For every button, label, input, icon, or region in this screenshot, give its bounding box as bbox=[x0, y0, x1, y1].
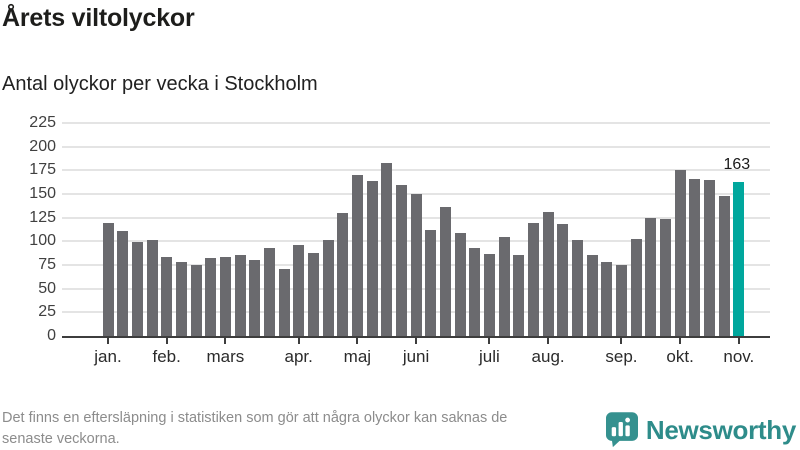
month-tick-mars bbox=[224, 338, 227, 344]
bar-week-16 bbox=[322, 240, 334, 336]
month-label-okt: okt. bbox=[666, 347, 694, 366]
month-tick-aug bbox=[547, 338, 550, 344]
bar-week-18 bbox=[351, 175, 363, 336]
month-label-sep: sep. bbox=[605, 347, 638, 366]
month-label-jan: jan. bbox=[94, 347, 122, 366]
bar-week-5 bbox=[161, 257, 173, 336]
bar-week-37 bbox=[630, 239, 642, 336]
bar-week-14 bbox=[293, 245, 305, 336]
bar-week-9 bbox=[219, 257, 231, 336]
bar-week-12 bbox=[263, 247, 275, 336]
month-label-apr: apr. bbox=[284, 347, 313, 366]
y-axis-tick-label: 25 bbox=[38, 303, 56, 321]
bar-week-8 bbox=[205, 258, 217, 336]
bar-week-13 bbox=[278, 268, 290, 336]
bar-week-33 bbox=[571, 240, 583, 336]
month-label-mars: mars bbox=[206, 347, 245, 366]
bar-week-27 bbox=[483, 253, 495, 336]
month-label-juni: juni bbox=[402, 347, 430, 366]
month-tick-sep bbox=[620, 338, 623, 344]
newsworthy-badge-icon bbox=[605, 412, 638, 448]
month-label-aug: aug. bbox=[531, 347, 565, 366]
bar-week-11 bbox=[249, 260, 261, 336]
month-tick-jan bbox=[107, 338, 109, 344]
newsworthy-logo: Newsworthy bbox=[605, 412, 796, 448]
month-label-maj: maj bbox=[343, 347, 372, 366]
page-title: Årets viltolyckor bbox=[2, 4, 195, 32]
bar-week-30 bbox=[527, 223, 539, 336]
month-label-nov: nov. bbox=[723, 347, 755, 366]
y-axis-tick-label: 0 bbox=[47, 327, 56, 344]
bar-week-21 bbox=[395, 184, 407, 336]
y-axis-tick-label: 175 bbox=[29, 161, 56, 179]
bar-week-10 bbox=[234, 254, 246, 336]
y-axis-tick-label: 225 bbox=[29, 114, 56, 131]
page-subtitle: Antal olyckor per vecka i Stockholm bbox=[2, 73, 318, 95]
month-tick-juli bbox=[488, 338, 491, 344]
y-axis-tick-label: 50 bbox=[38, 279, 56, 297]
month-tick-nov bbox=[737, 338, 740, 344]
gridline bbox=[62, 145, 770, 148]
month-tick-juni bbox=[415, 338, 418, 344]
bar-week-35 bbox=[601, 262, 613, 336]
bar-week-4 bbox=[146, 240, 158, 336]
y-axis-tick-label: 125 bbox=[29, 208, 56, 226]
bar-week-34 bbox=[586, 254, 598, 336]
bar-week-43 bbox=[718, 195, 730, 336]
bar-week-17 bbox=[337, 212, 349, 336]
bar-week-26 bbox=[469, 247, 481, 336]
footer-note-line1: Det finns en eftersläpning i statistiken… bbox=[2, 410, 508, 426]
highlight-value-label: 163 bbox=[723, 155, 751, 173]
bar-week-40 bbox=[674, 170, 686, 336]
bar-week-highlighted bbox=[733, 181, 745, 336]
bar-week-23 bbox=[425, 229, 437, 336]
bar-week-29 bbox=[513, 254, 525, 336]
bar-week-36 bbox=[615, 265, 627, 336]
bar-week-6 bbox=[175, 262, 187, 336]
bar-week-41 bbox=[689, 178, 701, 336]
bar-week-25 bbox=[454, 232, 466, 336]
footer-note: Det finns en eftersläpning i statistiken… bbox=[2, 408, 507, 450]
bar-week-39 bbox=[659, 218, 671, 336]
gridline bbox=[62, 122, 770, 124]
month-tick-apr bbox=[297, 338, 300, 344]
month-tick-okt bbox=[679, 338, 682, 344]
y-axis-tick-label: 200 bbox=[29, 137, 56, 155]
y-axis-tick-label: 100 bbox=[29, 232, 56, 250]
y-axis-tick-label: 150 bbox=[29, 185, 56, 202]
bar-week-24 bbox=[439, 207, 451, 336]
bar-week-28 bbox=[498, 236, 510, 336]
newsworthy-wordmark: Newsworthy bbox=[645, 414, 796, 445]
x-axis-line bbox=[62, 336, 770, 338]
month-tick-maj bbox=[356, 338, 359, 344]
gridline bbox=[62, 169, 770, 172]
bar-week-31 bbox=[542, 211, 554, 336]
bar-week-15 bbox=[307, 252, 319, 336]
bar-week-22 bbox=[410, 194, 422, 336]
bar-week-7 bbox=[190, 265, 202, 336]
month-label-juli: juli bbox=[479, 347, 500, 366]
month-label-feb: feb. bbox=[152, 347, 181, 366]
footer-note-line2: senaste veckorna. bbox=[2, 431, 120, 447]
y-axis-tick-label: 75 bbox=[38, 256, 56, 273]
bar-week-38 bbox=[645, 217, 657, 336]
bar-week-19 bbox=[366, 180, 378, 336]
bar-week-32 bbox=[557, 224, 569, 336]
bar-week-2 bbox=[117, 230, 129, 336]
bar-week-20 bbox=[381, 162, 393, 336]
bar-week-42 bbox=[703, 179, 715, 336]
month-tick-feb bbox=[165, 338, 168, 344]
bar-week-3 bbox=[131, 242, 143, 336]
bar-week-1 bbox=[102, 223, 114, 336]
